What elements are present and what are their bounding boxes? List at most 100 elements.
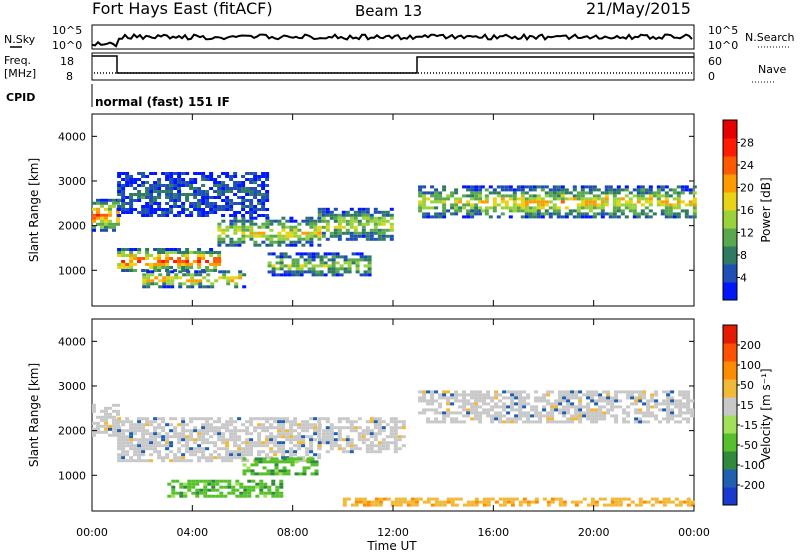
echo-cell bbox=[520, 206, 525, 210]
echo-cell bbox=[353, 237, 358, 241]
echo-cell bbox=[193, 441, 198, 445]
echo-cell bbox=[570, 396, 575, 400]
echo-cell bbox=[177, 266, 182, 269]
echo-cell bbox=[552, 197, 557, 201]
echo-cell bbox=[466, 411, 471, 415]
echo-cell bbox=[520, 194, 525, 198]
echo-cell bbox=[265, 216, 270, 220]
echo-cell bbox=[458, 405, 463, 409]
echo-cell bbox=[516, 203, 521, 207]
echo-cell bbox=[345, 438, 350, 442]
echo-cell bbox=[298, 457, 303, 461]
echo-cell bbox=[594, 500, 599, 504]
echo-cell bbox=[610, 405, 615, 409]
echo-cell bbox=[189, 429, 194, 433]
echo-cell bbox=[154, 282, 159, 286]
echo-cell bbox=[578, 500, 583, 504]
echo-cell bbox=[692, 212, 697, 216]
echo-cell bbox=[293, 420, 298, 424]
echo-cell bbox=[366, 503, 371, 507]
echo-cell bbox=[502, 396, 507, 400]
echo-cell bbox=[141, 426, 146, 430]
echo-cell bbox=[524, 212, 529, 216]
echo-cell bbox=[562, 411, 567, 415]
echo-cell bbox=[361, 438, 366, 442]
echo-cell bbox=[678, 402, 683, 406]
echo-cell bbox=[233, 216, 238, 220]
echo-cell bbox=[518, 414, 523, 418]
echo-cell bbox=[215, 488, 220, 492]
echo-cell bbox=[690, 503, 695, 507]
echo-cell bbox=[153, 196, 158, 199]
echo-cell bbox=[418, 194, 423, 198]
echo-cell bbox=[262, 457, 267, 461]
echo-cell bbox=[528, 206, 533, 210]
echo-cell bbox=[638, 399, 643, 403]
echo-cell bbox=[149, 263, 154, 266]
echo-cell bbox=[117, 420, 122, 424]
echo-cell bbox=[165, 248, 170, 251]
echo-cell bbox=[311, 267, 316, 271]
echo-cell bbox=[185, 450, 190, 454]
echo-cell bbox=[245, 444, 250, 448]
echo-cell bbox=[474, 185, 479, 189]
echo-cell bbox=[257, 234, 262, 238]
echo-cell bbox=[450, 420, 455, 424]
echo-cell bbox=[393, 447, 398, 451]
echo-cell bbox=[161, 248, 166, 251]
echo-cell bbox=[349, 420, 354, 424]
echo-cell bbox=[522, 402, 527, 406]
echo-cell bbox=[626, 503, 631, 507]
echo-cell bbox=[117, 187, 122, 190]
echo-cell bbox=[169, 435, 174, 439]
echo-cell bbox=[289, 426, 294, 430]
echo-cell bbox=[532, 188, 537, 192]
echo-cell bbox=[133, 423, 138, 427]
echo-cell bbox=[331, 273, 336, 277]
echo-cell bbox=[153, 435, 158, 439]
echo-cell bbox=[170, 276, 175, 280]
echo-cell bbox=[108, 412, 112, 416]
echo-cell bbox=[277, 237, 282, 241]
echo-cell bbox=[133, 447, 138, 451]
echo-cell bbox=[185, 441, 190, 445]
echo-cell bbox=[596, 188, 601, 192]
echo-cell bbox=[213, 456, 218, 460]
echo-cell bbox=[253, 231, 258, 235]
echo-cell bbox=[538, 396, 543, 400]
echo-cell bbox=[259, 488, 264, 492]
echo-cell bbox=[245, 453, 250, 457]
echo-cell bbox=[295, 270, 300, 274]
echo-cell bbox=[161, 426, 166, 430]
echo-cell bbox=[560, 191, 565, 195]
echo-cell bbox=[249, 225, 254, 229]
echo-cell bbox=[237, 240, 242, 244]
echo-cell bbox=[243, 488, 248, 492]
echo-cell bbox=[173, 193, 178, 196]
echo-cell bbox=[149, 266, 154, 269]
echo-cell bbox=[355, 267, 360, 271]
echo-cell bbox=[554, 405, 559, 409]
echo-cell bbox=[528, 212, 533, 216]
echo-cell bbox=[249, 202, 254, 205]
echo-cell bbox=[486, 497, 491, 501]
echo-cell bbox=[325, 438, 330, 442]
echo-cell bbox=[442, 393, 447, 397]
echo-cell bbox=[217, 225, 222, 229]
echo-cell bbox=[179, 485, 184, 489]
echo-cell bbox=[141, 257, 146, 260]
echo-cell bbox=[197, 450, 202, 454]
echo-cell bbox=[309, 222, 314, 226]
echo-cell bbox=[277, 240, 282, 244]
echo-cell bbox=[269, 435, 274, 439]
echo-cell bbox=[688, 215, 693, 219]
echo-cell bbox=[532, 197, 537, 201]
echo-cell bbox=[221, 435, 226, 439]
echo-cell bbox=[462, 402, 467, 406]
echo-cell bbox=[438, 200, 443, 204]
echo-cell bbox=[271, 491, 276, 495]
echo-cell bbox=[684, 209, 689, 213]
echo-cell bbox=[446, 497, 451, 501]
echo-cell bbox=[337, 426, 342, 430]
echo-cell bbox=[610, 399, 615, 403]
